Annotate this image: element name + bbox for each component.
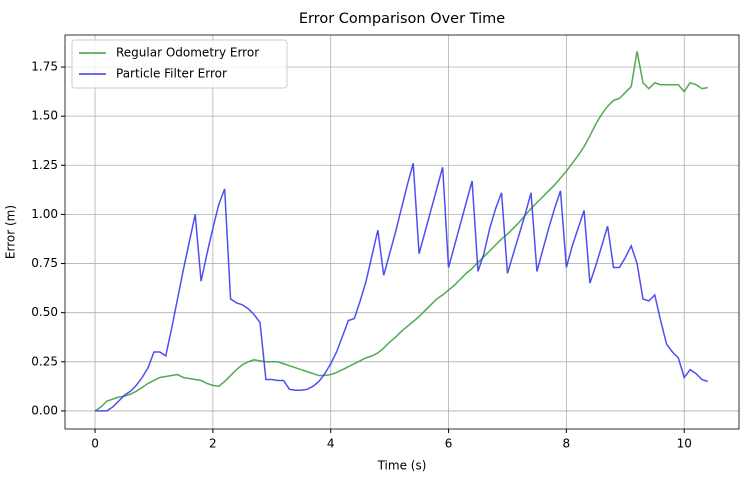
legend-label: Particle Filter Error (116, 67, 227, 81)
x-tick-label: 0 (91, 437, 99, 451)
y-tick-label: 1.25 (31, 158, 58, 172)
y-tick-label: 0.00 (31, 403, 58, 417)
y-tick-label: 1.50 (31, 109, 58, 123)
x-tick-label: 6 (445, 437, 453, 451)
y-tick-label: 1.75 (31, 60, 58, 74)
x-tick-label: 4 (327, 437, 335, 451)
x-tick-label: 2 (209, 437, 217, 451)
chart-title: Error Comparison Over Time (299, 11, 505, 27)
plot-frame (64, 34, 740, 430)
legend-box (71, 39, 288, 89)
y-tick-label: 0.25 (31, 354, 58, 368)
x-tick-label: 10 (677, 437, 692, 451)
legend-label: Regular Odometry Error (116, 46, 259, 60)
series-line (95, 163, 709, 412)
y-tick-label: 1.00 (31, 207, 58, 221)
y-tick-label: 0.50 (31, 305, 58, 319)
y-axis-label: Error (m) (4, 205, 18, 259)
x-axis-label: Time (s) (377, 459, 427, 473)
series-line (94, 51, 708, 412)
y-tick-label: 0.75 (31, 256, 58, 270)
x-tick-label: 8 (563, 437, 571, 451)
